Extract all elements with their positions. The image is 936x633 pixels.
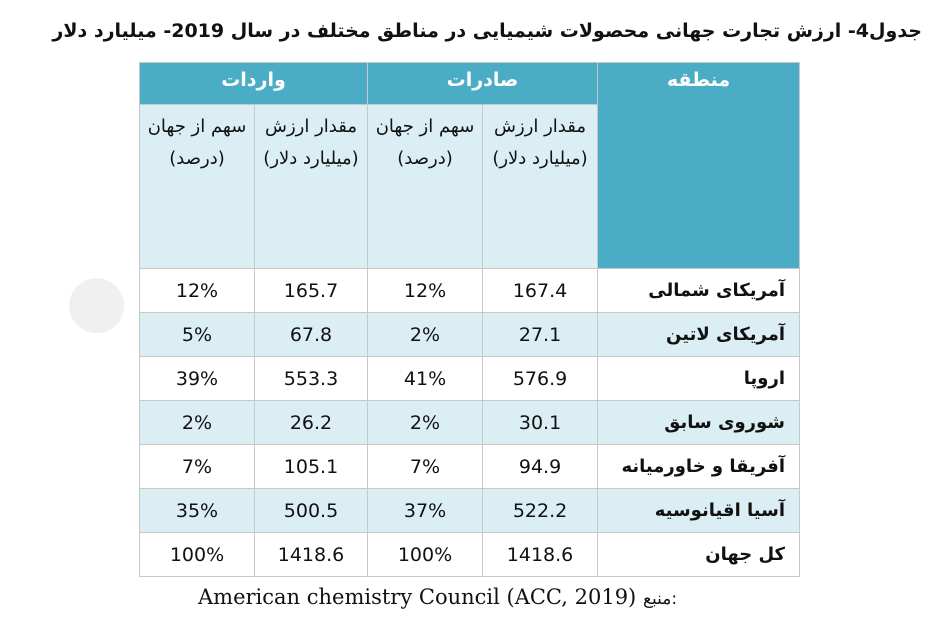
region-header: منطقه (597, 62, 801, 269)
import-value-cell: 553.3 (254, 356, 368, 401)
export-value-cell: 1418.6 (482, 532, 599, 577)
export-share-cell: 41% (366, 356, 484, 401)
region-cell: اروپا (597, 356, 801, 401)
import-share-cell: 100% (139, 532, 255, 577)
export-value-cell: 94.9 (482, 444, 599, 489)
imports-share-subheader: سهم از جهان (درصد) (139, 104, 255, 269)
source-text: American chemistry Council (ACC, 2019) (198, 585, 637, 609)
chemical-trade-table: منطقه صادرات واردات مقدار ارزش (میلیارد … (139, 62, 801, 577)
table-row: آمریکای شمالی 167.4 12% 165.7 12% (139, 268, 801, 313)
import-value-cell: 26.2 (254, 400, 368, 445)
import-value-cell: 165.7 (254, 268, 368, 313)
export-share-cell: 12% (366, 268, 484, 313)
exports-value-subheader: مقدار ارزش (میلیارد دلار) (482, 104, 599, 269)
import-share-cell: 35% (139, 488, 255, 533)
exports-share-subheader: سهم از جهان (درصد) (366, 104, 484, 269)
export-value-cell: 167.4 (482, 268, 599, 313)
table-title: جدول4- ارزش تجارت جهانی محصولات شیمیایی … (52, 20, 922, 42)
export-value-cell: 27.1 (482, 312, 599, 357)
region-cell: آمریکای لاتین (597, 312, 801, 357)
import-share-cell: 12% (139, 268, 255, 313)
region-cell: آسیا اقیانوسیه (597, 488, 801, 533)
imports-header: واردات (139, 62, 368, 105)
region-cell: کل جهان (597, 532, 801, 577)
region-cell: آمریکای شمالی (597, 268, 801, 313)
source-note: American chemistry Council (ACC, 2019) م… (198, 585, 677, 609)
import-value-cell: 1418.6 (254, 532, 368, 577)
export-share-cell: 2% (366, 400, 484, 445)
table-row: شوروی سابق 30.1 2% 26.2 2% (139, 400, 801, 445)
watermark: ● (38, 252, 144, 352)
exports-header: صادرات (366, 62, 599, 105)
export-value-cell: 30.1 (482, 400, 599, 445)
table-row: آمریکای لاتین 27.1 2% 67.8 5% (139, 312, 801, 357)
region-cell: آفریقا و خاورمیانه (597, 444, 801, 489)
import-share-cell: 39% (139, 356, 255, 401)
region-cell: شوروی سابق (597, 400, 801, 445)
table-row: آفریقا و خاورمیانه 94.9 7% 105.1 7% (139, 444, 801, 489)
table-row: اروپا 576.9 41% 553.3 39% (139, 356, 801, 401)
imports-value-subheader: مقدار ارزش (میلیارد دلار) (254, 104, 368, 269)
table-row: کل جهان 1418.6 100% 1418.6 100% (139, 532, 801, 577)
export-share-cell: 7% (366, 444, 484, 489)
import-value-cell: 105.1 (254, 444, 368, 489)
import-share-cell: 5% (139, 312, 255, 357)
source-label: منبع: (642, 589, 678, 609)
import-share-cell: 2% (139, 400, 255, 445)
export-value-cell: 576.9 (482, 356, 599, 401)
import-value-cell: 67.8 (254, 312, 368, 357)
export-value-cell: 522.2 (482, 488, 599, 533)
export-share-cell: 2% (366, 312, 484, 357)
export-share-cell: 100% (366, 532, 484, 577)
import-share-cell: 7% (139, 444, 255, 489)
table-row: آسیا اقیانوسیه 522.2 37% 500.5 35% (139, 488, 801, 533)
export-share-cell: 37% (366, 488, 484, 533)
import-value-cell: 500.5 (254, 488, 368, 533)
